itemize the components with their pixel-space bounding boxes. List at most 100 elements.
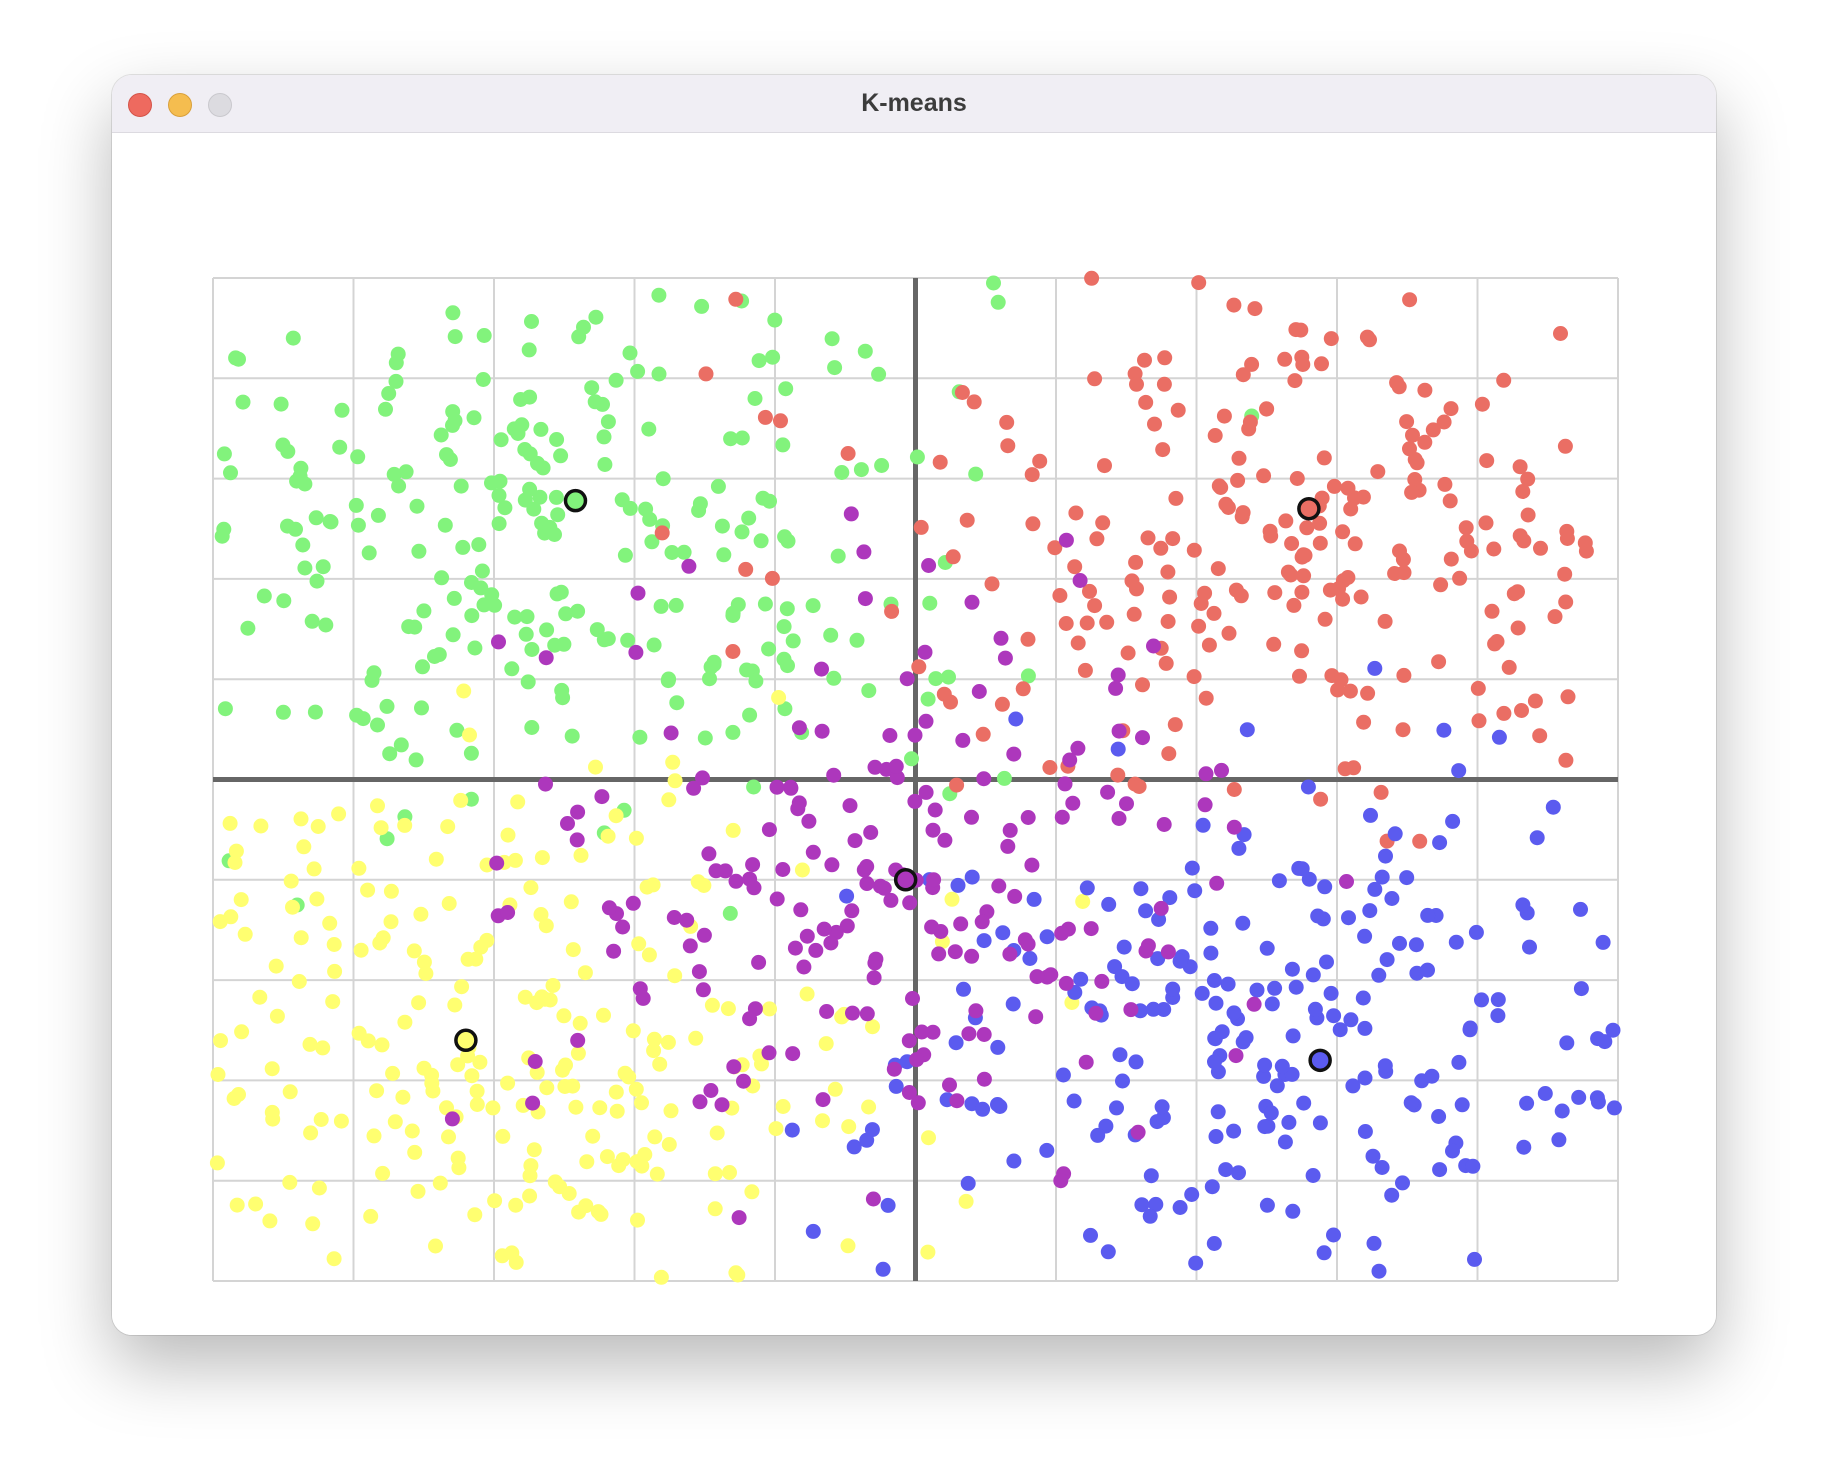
data-point [1374, 1160, 1390, 1175]
data-point [818, 1036, 834, 1052]
data-point [550, 507, 566, 523]
data-point [1058, 975, 1074, 991]
data-point [1191, 618, 1207, 634]
data-point [1510, 584, 1525, 600]
data-point [968, 1003, 984, 1019]
data-point [1288, 979, 1304, 995]
data-point [845, 1005, 860, 1021]
data-point [864, 1122, 880, 1138]
title-bar[interactable]: K-means [112, 75, 1716, 133]
data-point [1070, 740, 1086, 756]
data-point [748, 673, 764, 689]
data-point [1578, 543, 1594, 559]
data-point [866, 970, 882, 986]
data-point [992, 1099, 1008, 1114]
data-point [907, 793, 923, 809]
data-point [308, 510, 324, 526]
data-point [1347, 536, 1363, 552]
data-point [706, 654, 722, 670]
data-point [363, 1208, 379, 1224]
data-point [968, 466, 984, 482]
data-point [315, 1040, 331, 1056]
data-point [538, 776, 553, 792]
data-point [1371, 1263, 1387, 1279]
data-point [827, 360, 843, 376]
data-point [964, 869, 980, 885]
centroid-marker [1308, 1048, 1332, 1073]
data-point [780, 658, 795, 674]
data-point [441, 896, 457, 911]
data-point [289, 473, 305, 489]
close-button[interactable] [128, 93, 152, 117]
data-point [539, 1080, 555, 1096]
data-point [1079, 615, 1095, 631]
data-point [304, 613, 320, 629]
data-point [1437, 476, 1453, 492]
data-point [1343, 1012, 1359, 1028]
data-point [1233, 588, 1249, 604]
data-point [731, 1210, 747, 1226]
data-point [630, 585, 646, 601]
data-point [901, 1085, 917, 1100]
data-point [899, 671, 915, 687]
data-point [1402, 292, 1418, 308]
data-point [1198, 766, 1214, 782]
data-point [1377, 1058, 1393, 1074]
data-point [1135, 677, 1150, 693]
data-point [728, 873, 744, 889]
data-point [525, 1095, 541, 1111]
data-point [534, 989, 550, 1005]
data-point [842, 798, 858, 814]
data-point [1116, 939, 1132, 955]
data-point [273, 396, 289, 412]
data-point [805, 598, 821, 614]
data-point [1216, 408, 1232, 424]
data-point [1289, 471, 1305, 486]
data-point [504, 1245, 520, 1261]
data-point [1097, 458, 1112, 474]
data-point [385, 1065, 401, 1081]
data-point [1269, 1078, 1285, 1094]
data-point [775, 1099, 791, 1114]
data-point [463, 745, 479, 761]
data-points [209, 270, 1622, 1285]
data-point [398, 464, 414, 480]
data-point [1228, 1048, 1244, 1064]
data-point [690, 874, 706, 890]
data-point [1072, 573, 1088, 588]
data-point [1519, 1095, 1535, 1111]
data-point [577, 965, 593, 981]
centroid-marker [893, 868, 918, 892]
data-point [991, 878, 1007, 894]
data-point [520, 674, 536, 690]
data-point [660, 1034, 676, 1050]
data-point [240, 620, 256, 636]
data-point [517, 989, 533, 1005]
data-point [1554, 1103, 1570, 1119]
data-point [926, 872, 942, 888]
data-point [433, 427, 449, 443]
data-point [256, 588, 272, 604]
data-point [1443, 551, 1459, 567]
data-point [1357, 1020, 1373, 1036]
data-point [1083, 1227, 1098, 1243]
data-point [1203, 920, 1219, 936]
data-point [253, 818, 269, 834]
data-point [840, 1238, 856, 1254]
data-point [453, 478, 469, 494]
data-point [1110, 767, 1126, 783]
minimize-button[interactable] [168, 93, 192, 117]
data-point [538, 650, 554, 666]
data-point [944, 891, 960, 907]
data-point [661, 671, 677, 687]
data-point [1244, 356, 1260, 372]
data-point [313, 1112, 329, 1127]
data-point [262, 1213, 278, 1229]
data-point [1022, 951, 1038, 966]
data-point [1339, 874, 1354, 889]
data-point [428, 1238, 443, 1254]
data-point [976, 1071, 992, 1087]
data-point [1000, 438, 1016, 454]
data-point [1341, 910, 1356, 926]
zoom-button[interactable] [208, 93, 232, 117]
